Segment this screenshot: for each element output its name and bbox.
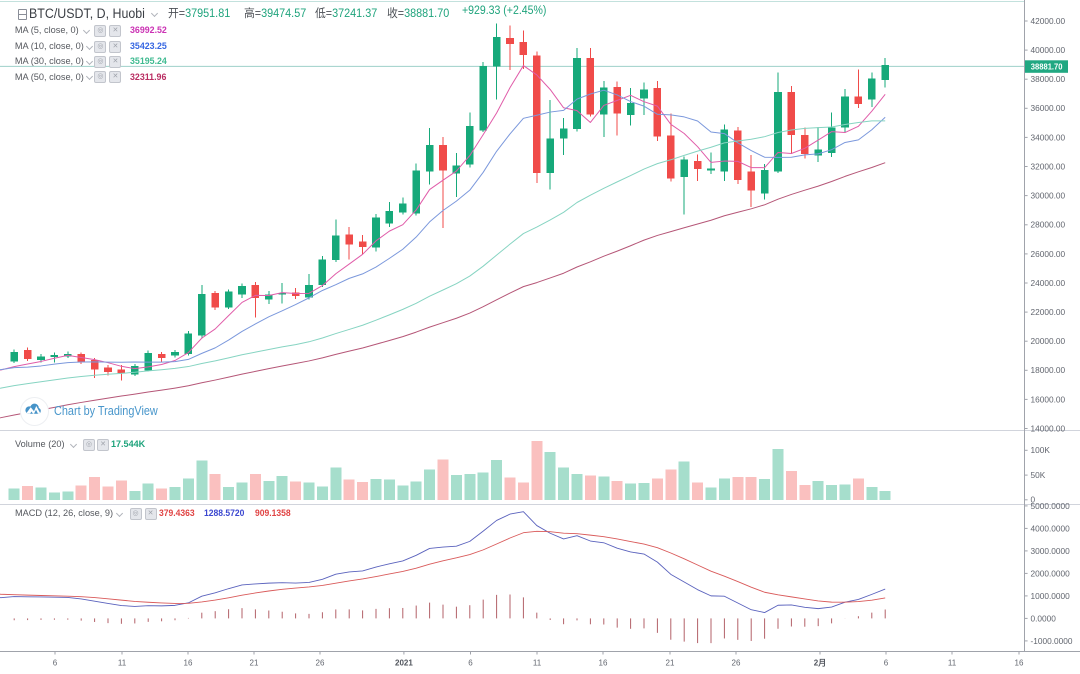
svg-text:28000.00: 28000.00 — [1031, 220, 1066, 230]
svg-text:14000.00: 14000.00 — [1031, 423, 1066, 433]
svg-text:50K: 50K — [1031, 470, 1046, 480]
svg-text:26: 26 — [316, 659, 325, 668]
svg-text:16: 16 — [599, 659, 608, 668]
svg-text:30000.00: 30000.00 — [1031, 191, 1066, 201]
svg-text:16000.00: 16000.00 — [1031, 394, 1066, 404]
svg-text:2021: 2021 — [395, 659, 413, 668]
svg-text:5000.0000: 5000.0000 — [1031, 501, 1071, 511]
svg-text:36000.00: 36000.00 — [1031, 103, 1066, 113]
svg-text:6: 6 — [468, 659, 473, 668]
svg-text:20000.00: 20000.00 — [1031, 336, 1066, 346]
svg-text:21: 21 — [250, 659, 259, 668]
svg-text:0.0000: 0.0000 — [1031, 613, 1057, 623]
svg-text:-1000.0000: -1000.0000 — [1031, 636, 1073, 646]
svg-text:24000.00: 24000.00 — [1031, 278, 1066, 288]
svg-text:38000.00: 38000.00 — [1031, 74, 1066, 84]
svg-text:3000.0000: 3000.0000 — [1031, 546, 1071, 556]
svg-text:0: 0 — [1031, 495, 1036, 505]
svg-text:26: 26 — [732, 659, 741, 668]
svg-text:32000.00: 32000.00 — [1031, 161, 1066, 171]
svg-text:11: 11 — [118, 659, 127, 668]
svg-text:40000.00: 40000.00 — [1031, 45, 1066, 55]
svg-text:2000.0000: 2000.0000 — [1031, 568, 1071, 578]
svg-text:11: 11 — [948, 659, 957, 668]
svg-text:42000.00: 42000.00 — [1031, 16, 1066, 26]
svg-text:16: 16 — [1015, 659, 1024, 668]
svg-text:38881.70: 38881.70 — [1031, 62, 1063, 71]
svg-text:22000.00: 22000.00 — [1031, 307, 1066, 317]
svg-text:6: 6 — [884, 659, 889, 668]
svg-text:100K: 100K — [1031, 445, 1051, 455]
svg-text:16: 16 — [184, 659, 193, 668]
svg-text:1000.0000: 1000.0000 — [1031, 591, 1071, 601]
svg-text:34000.00: 34000.00 — [1031, 132, 1066, 142]
svg-text:2月: 2月 — [814, 659, 826, 668]
svg-text:6: 6 — [53, 659, 58, 668]
svg-text:18000.00: 18000.00 — [1031, 365, 1066, 375]
svg-text:26000.00: 26000.00 — [1031, 249, 1066, 259]
svg-text:11: 11 — [533, 659, 542, 668]
svg-text:4000.0000: 4000.0000 — [1031, 523, 1071, 533]
svg-text:21: 21 — [666, 659, 675, 668]
